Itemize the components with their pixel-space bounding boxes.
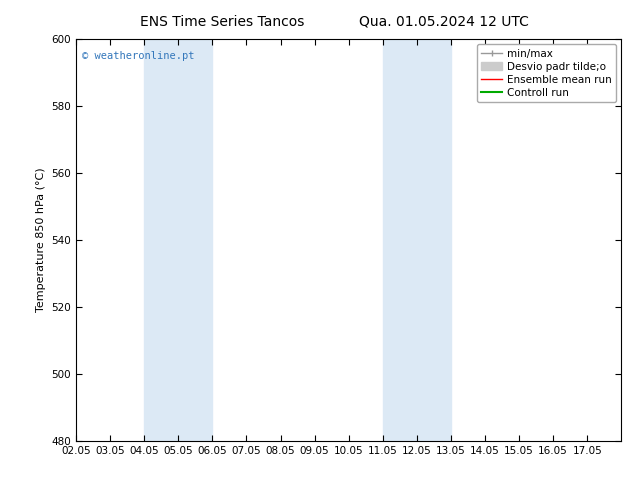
Bar <box>383 39 417 441</box>
Bar <box>178 39 212 441</box>
Legend: min/max, Desvio padr tilde;o, Ensemble mean run, Controll run: min/max, Desvio padr tilde;o, Ensemble m… <box>477 45 616 102</box>
Bar <box>417 39 451 441</box>
Bar <box>144 39 178 441</box>
Text: Qua. 01.05.2024 12 UTC: Qua. 01.05.2024 12 UTC <box>359 15 529 29</box>
Y-axis label: Temperature 850 hPa (°C): Temperature 850 hPa (°C) <box>36 168 46 313</box>
Text: © weatheronline.pt: © weatheronline.pt <box>82 51 194 61</box>
Text: ENS Time Series Tancos: ENS Time Series Tancos <box>139 15 304 29</box>
